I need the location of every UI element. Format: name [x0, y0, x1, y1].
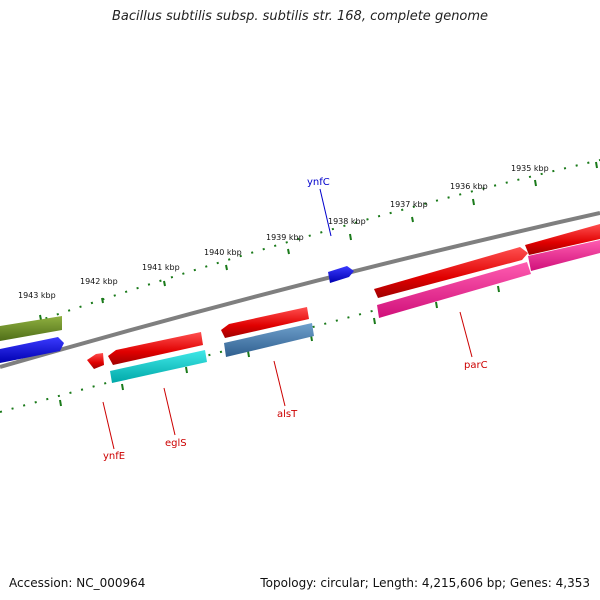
tick-label: 1942 kbp — [80, 277, 118, 286]
accession-text: Accession: NC_000964 — [9, 576, 146, 590]
outer-scale-ticks — [0, 159, 600, 335]
gene-olive — [0, 316, 62, 341]
gene-label-parc: parC — [464, 360, 488, 371]
gene-label-ynfc: ynfC — [307, 177, 330, 188]
forward-strand-genes — [0, 224, 600, 363]
tick-label: 1941 kbp — [142, 263, 180, 272]
tick-label: 1940 kbp — [204, 248, 242, 257]
gene-eglS-cyan — [110, 350, 207, 383]
tick-label: 1937 kbp — [390, 200, 428, 209]
genome-title: Bacillus subtilis subsp. subtilis str. 1… — [111, 9, 489, 24]
reverse-strand-genes — [87, 240, 600, 383]
gene-alsT-steel — [224, 323, 314, 357]
tick-label: 1943 kbp — [18, 291, 56, 300]
gene-label-ynfe: ynfE — [103, 451, 125, 462]
gene-label-alst: alsT — [277, 409, 298, 420]
gene-alsT-red — [221, 307, 309, 338]
gene-eglS-red — [108, 332, 203, 365]
gene-magenta-right — [528, 240, 600, 271]
gene-red-right — [525, 224, 600, 255]
inner-scale-ticks — [0, 249, 600, 413]
gene-ynfE — [87, 353, 104, 369]
genome-summary-text: Topology: circular; Length: 4,215,606 bp… — [260, 576, 590, 590]
gene-parC-upper — [374, 247, 528, 298]
gene-parC-magenta — [377, 262, 531, 318]
tick-label: 1939 kbp — [266, 233, 304, 242]
gene-blue-left — [0, 337, 64, 363]
tick-label: 1938 kbp — [328, 217, 366, 226]
tick-label: 1936 kbp — [450, 182, 488, 191]
tick-label: 1935 kbp — [511, 164, 549, 173]
gene-label-egls: eglS — [165, 438, 187, 449]
gene-labels: ynfC ynfE eglS alsT parC — [103, 177, 488, 462]
genome-backbone — [0, 211, 600, 369]
gene-leader-lines — [102, 188, 473, 450]
gene-ynfC — [328, 266, 354, 283]
tick-labels: 1943 kbp 1942 kbp 1941 kbp 1940 kbp 1939… — [18, 164, 549, 300]
